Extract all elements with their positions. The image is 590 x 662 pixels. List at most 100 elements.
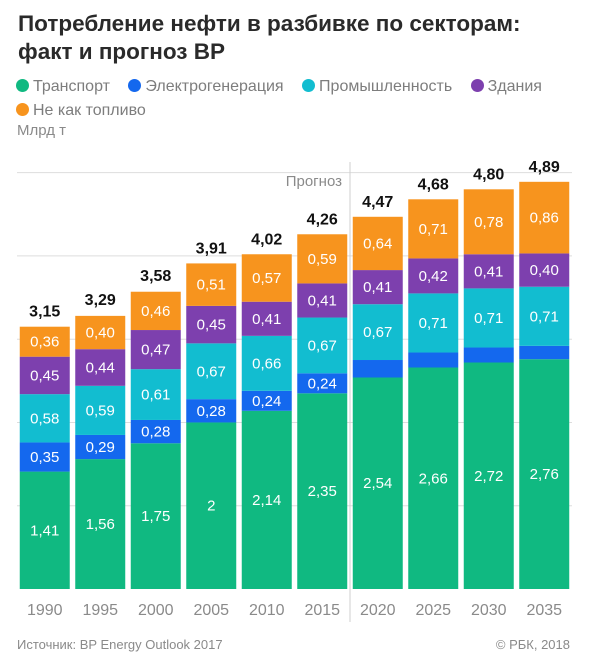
segment-value-label: 0,35 bbox=[30, 449, 59, 466]
legend-dot-non-fuel bbox=[16, 103, 29, 116]
segment-value-label: 0,28 bbox=[141, 424, 170, 441]
segment-value-label: 0,36 bbox=[30, 334, 59, 351]
bar-segment bbox=[75, 349, 126, 386]
segment-value-label: 0,71 bbox=[419, 315, 448, 332]
bar-segment bbox=[130, 330, 181, 370]
bar-segment bbox=[408, 293, 459, 353]
segment-value-label: 0,86 bbox=[530, 210, 559, 227]
x-tick-label: 2025 bbox=[415, 602, 451, 619]
x-tick-label: 2015 bbox=[304, 602, 340, 619]
bar-segment bbox=[241, 254, 292, 302]
bar-segment bbox=[352, 360, 403, 378]
segment-value-label: 0,41 bbox=[363, 279, 392, 296]
segment-value-label: 0,41 bbox=[474, 263, 503, 280]
legend-dot-power bbox=[128, 79, 142, 92]
segment-value-label: 0,67 bbox=[363, 324, 392, 341]
bar-segment bbox=[408, 258, 459, 294]
bar-segment bbox=[130, 419, 181, 444]
legend-dot-industry bbox=[302, 79, 316, 92]
segment-value-label: 0,42 bbox=[419, 268, 448, 285]
bar-segment bbox=[463, 347, 514, 363]
bar-segment bbox=[130, 291, 181, 331]
x-tick-label: 2010 bbox=[249, 602, 285, 619]
segment-value-label: 0,59 bbox=[308, 251, 337, 268]
x-tick-label: 2005 bbox=[193, 602, 229, 619]
segment-value-label: 0,64 bbox=[363, 235, 392, 252]
segment-value-label: 0,46 bbox=[141, 303, 170, 320]
stacked-bar-chart: Прогноз 1,41 0,35 0,58 0,45 0,36 3,15 1990 1,56 0… bbox=[17, 159, 572, 622]
chart-legend: Транспорт Электрогенерация Промышленност… bbox=[16, 75, 586, 123]
bar-segment bbox=[19, 394, 70, 443]
bar-segment bbox=[19, 442, 70, 472]
bar-segment bbox=[75, 315, 126, 350]
bar-segment bbox=[519, 181, 570, 254]
total-value-label: 3,91 bbox=[196, 240, 227, 257]
total-value-label: 3,29 bbox=[85, 292, 116, 309]
segment-value-label: 1,41 bbox=[30, 522, 59, 539]
bar-segment bbox=[241, 390, 292, 411]
legend-item-transport: Транспорт bbox=[16, 75, 110, 99]
bar-segment bbox=[241, 301, 292, 336]
segment-value-label: 0,61 bbox=[141, 387, 170, 404]
bar-segment bbox=[130, 369, 181, 420]
total-value-label: 4,68 bbox=[418, 176, 449, 193]
bar-segment bbox=[352, 304, 403, 361]
segment-value-label: 1,75 bbox=[141, 508, 170, 525]
copyright-note: © РБК, 2018 bbox=[495, 637, 570, 652]
segment-value-label: 2 bbox=[207, 498, 215, 515]
legend-item-power: Электрогенерация bbox=[128, 75, 284, 99]
bar-segment bbox=[19, 356, 70, 395]
total-value-label: 4,26 bbox=[307, 211, 338, 228]
bar-segment bbox=[408, 367, 459, 589]
bar-segment bbox=[186, 399, 237, 423]
bar-segment bbox=[297, 393, 348, 589]
x-tick-label: 1995 bbox=[82, 602, 118, 619]
bar-segment bbox=[519, 253, 570, 287]
segment-value-label: 2,76 bbox=[530, 466, 559, 483]
segment-value-label: 0,41 bbox=[308, 292, 337, 309]
segment-value-label: 2,14 bbox=[252, 492, 281, 509]
bar-segment bbox=[130, 443, 181, 589]
bar-segment bbox=[186, 305, 237, 344]
bar-segment bbox=[19, 326, 70, 357]
legend-item-buildings: Здания bbox=[470, 75, 542, 99]
bar-segment bbox=[186, 263, 237, 306]
segment-value-label: 0,40 bbox=[530, 262, 559, 279]
x-tick-label: 2030 bbox=[471, 602, 507, 619]
segment-value-label: 0,78 bbox=[474, 214, 503, 231]
segment-value-label: 0,67 bbox=[308, 337, 337, 354]
segment-value-label: 0,66 bbox=[252, 355, 281, 372]
bar-segment bbox=[241, 335, 292, 391]
bar-segment bbox=[408, 352, 459, 368]
bar-segment bbox=[519, 359, 570, 589]
bar-segment bbox=[19, 471, 70, 589]
bar-segment bbox=[519, 286, 570, 346]
bar-segment bbox=[519, 345, 570, 360]
segment-value-label: 0,24 bbox=[308, 375, 337, 392]
segment-value-label: 2,35 bbox=[308, 483, 337, 500]
total-value-label: 4,02 bbox=[251, 231, 282, 248]
x-tick-label: 2035 bbox=[526, 602, 562, 619]
legend-label-non-fuel: Не как топливо bbox=[33, 102, 146, 119]
legend-label-buildings: Здания bbox=[487, 78, 542, 95]
segment-value-label: 0,40 bbox=[86, 325, 115, 342]
total-value-label: 4,47 bbox=[362, 194, 393, 211]
chart-title: Потребление нефти в разбивке по секторам… bbox=[18, 11, 521, 64]
bar-segment bbox=[297, 283, 348, 318]
bar-segment bbox=[297, 317, 348, 374]
segment-value-label: 0,67 bbox=[197, 363, 226, 380]
bar-segment bbox=[352, 270, 403, 305]
bar-segment bbox=[352, 377, 403, 589]
x-tick-label: 2000 bbox=[138, 602, 174, 619]
total-value-label: 3,15 bbox=[29, 304, 60, 321]
segment-value-label: 0,41 bbox=[252, 311, 281, 328]
total-value-label: 4,89 bbox=[529, 159, 560, 176]
bar-segment bbox=[352, 216, 403, 271]
segment-value-label: 0,45 bbox=[197, 317, 226, 334]
segment-value-label: 2,54 bbox=[363, 475, 392, 492]
x-tick-label: 1990 bbox=[27, 602, 63, 619]
bar-segment bbox=[75, 434, 126, 460]
x-tick-label: 2020 bbox=[360, 602, 396, 619]
legend-item-non-fuel: Не как топливо bbox=[16, 99, 146, 123]
forecast-label: Прогноз bbox=[286, 173, 342, 190]
